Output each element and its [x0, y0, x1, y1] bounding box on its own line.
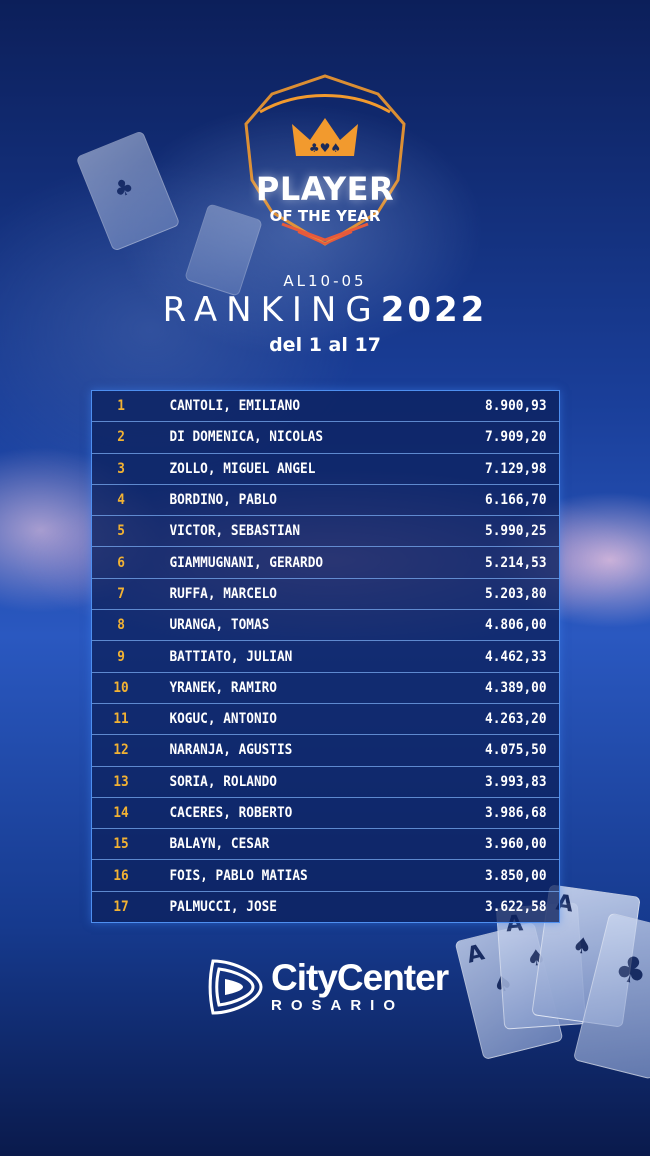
- ranking-row: 2 DI DOMENICA, NICOLAS 7.909,20: [92, 422, 559, 454]
- player-points: 4.075,50: [485, 742, 547, 759]
- ranking-row: 15 BALAYN, CESAR 3.960,00: [92, 829, 559, 861]
- player-name: PALMUCCI, JOSE: [169, 898, 277, 915]
- player-points: 7.129,98: [485, 460, 547, 477]
- ranking-row: 13 SORIA, ROLANDO 3.993,83: [92, 767, 559, 798]
- player-points: 5.214,53: [485, 554, 547, 571]
- ranking-title: RANKING2022: [0, 290, 650, 330]
- ranking-position: 8: [117, 617, 125, 634]
- ranking-row: 17 PALMUCCI, JOSE 3.622,58: [92, 892, 559, 922]
- ranking-position: 14: [113, 805, 129, 821]
- ranking-position: 12: [113, 742, 129, 759]
- brand-city: ROSARIO: [271, 997, 405, 1014]
- player-points: 5.203,80: [485, 585, 547, 602]
- player-name: CACERES, ROBERTO: [169, 805, 293, 821]
- crown-icon: ♣♥♠: [292, 118, 358, 156]
- ranking-year: 2022: [380, 290, 488, 330]
- ranking-word: RANKING: [162, 290, 381, 330]
- ranking-row: 6 GIAMMUGNANI, GERARDO 5.214,53: [92, 547, 559, 579]
- player-name: FOIS, PABLO MATIAS: [169, 867, 308, 884]
- player-points: 7.909,20: [485, 429, 547, 446]
- tournament-range: del 1 al 17: [269, 334, 381, 356]
- player-points: 8.900,93: [485, 398, 547, 415]
- player-name: SORIA, ROLANDO: [169, 773, 277, 790]
- player-of-the-year-logo: ♣♥♠ PLAYER OF THE YEAR: [238, 72, 412, 252]
- player-points: 3.986,68: [485, 805, 547, 821]
- ranking-position: 4: [117, 492, 125, 509]
- ranking-row: 1 CANTOLI, EMILIANO 8.900,93: [92, 391, 559, 423]
- ranking-position: 6: [117, 554, 125, 571]
- player-name: GIAMMUGNANI, GERARDO: [169, 554, 324, 571]
- date-value: 10-05: [308, 272, 367, 290]
- ranking-position: 13: [113, 773, 129, 790]
- svg-text:♣♥♠: ♣♥♠: [309, 141, 341, 155]
- logo-subtitle: OF THE YEAR: [269, 207, 381, 225]
- ranking-row: 8 URANGA, TOMAS 4.806,00: [92, 610, 559, 642]
- player-name: VICTOR, SEBASTIAN: [169, 523, 301, 540]
- ranking-row: 12 NARANJA, AGUSTIS 4.075,50: [92, 735, 559, 767]
- player-points: 4.462,33: [485, 648, 547, 665]
- ranking-table: 1 CANTOLI, EMILIANO 8.900,93 2 DI DOMENICA, …: [91, 390, 560, 924]
- brand-name: CityCenter: [271, 957, 449, 998]
- player-points: 6.166,70: [485, 492, 547, 509]
- citycenter-emblem-icon: [208, 959, 263, 1015]
- date-prefix: AL: [283, 272, 309, 290]
- ranking-position: 15: [113, 836, 129, 853]
- ranking-position: 10: [113, 679, 129, 696]
- ranking-row: 10 YRANEK, RAMIRO 4.389,00: [92, 673, 559, 704]
- player-name: NARANJA, AGUSTIS: [169, 742, 293, 759]
- ranking-position: 17: [113, 898, 129, 915]
- player-name: ZOLLO, MIGUEL ANGEL: [169, 460, 316, 477]
- ranking-position: 16: [113, 867, 129, 884]
- ranking-row: 7 RUFFA, MARCELO 5.203,80: [92, 579, 559, 611]
- player-points: 3.960,00: [485, 836, 547, 853]
- player-points: 5.990,25: [485, 523, 547, 540]
- player-points: 3.622,58: [485, 898, 547, 915]
- player-name: KOGUC, ANTONIO: [169, 711, 277, 728]
- ranking-row: 5 VICTOR, SEBASTIAN 5.990,25: [92, 516, 559, 548]
- ranking-position: 2: [117, 429, 125, 446]
- player-points: 3.850,00: [485, 867, 547, 884]
- player-points: 4.806,00: [485, 617, 547, 634]
- ranking-row: 14 CACERES, ROBERTO 3.986,68: [92, 798, 559, 830]
- ranking-row: 11 KOGUC, ANTONIO 4.263,20: [92, 704, 559, 736]
- player-name: RUFFA, MARCELO: [169, 585, 277, 602]
- player-name: BORDINO, PABLO: [169, 492, 277, 509]
- ranking-row: 9 BATTIATO, JULIAN 4.462,33: [92, 641, 559, 673]
- ranking-position: 11: [113, 711, 129, 728]
- player-name: CANTOLI, EMILIANO: [169, 398, 301, 415]
- player-points: 4.263,20: [485, 711, 547, 728]
- ranking-position: 7: [117, 585, 125, 602]
- player-name: BATTIATO, JULIAN: [169, 648, 293, 665]
- player-name: YRANEK, RAMIRO: [169, 679, 277, 696]
- player-points: 3.993,83: [485, 773, 547, 790]
- player-name: DI DOMENICA, NICOLAS: [169, 429, 324, 446]
- player-name: URANGA, TOMAS: [169, 617, 270, 634]
- citycenter-logo: CityCenter ROSARIO: [205, 955, 455, 1019]
- date-label: AL10-05: [0, 272, 650, 290]
- player-points: 4.389,00: [485, 679, 547, 696]
- playing-card-left: ♣: [75, 130, 181, 252]
- ranking-position: 3: [117, 460, 125, 477]
- ranking-position: 9: [117, 648, 125, 665]
- ranking-row: 16 FOIS, PABLO MATIAS 3.850,00: [92, 860, 559, 892]
- ranking-position: 5: [117, 523, 125, 540]
- ranking-position: 1: [117, 398, 125, 415]
- ranking-row: 4 BORDINO, PABLO 6.166,70: [92, 485, 559, 517]
- shield-icon: [244, 74, 406, 246]
- ranking-row: 3 ZOLLO, MIGUEL ANGEL 7.129,98: [92, 454, 559, 485]
- player-name: BALAYN, CESAR: [169, 836, 270, 853]
- logo-title: PLAYER: [255, 170, 395, 208]
